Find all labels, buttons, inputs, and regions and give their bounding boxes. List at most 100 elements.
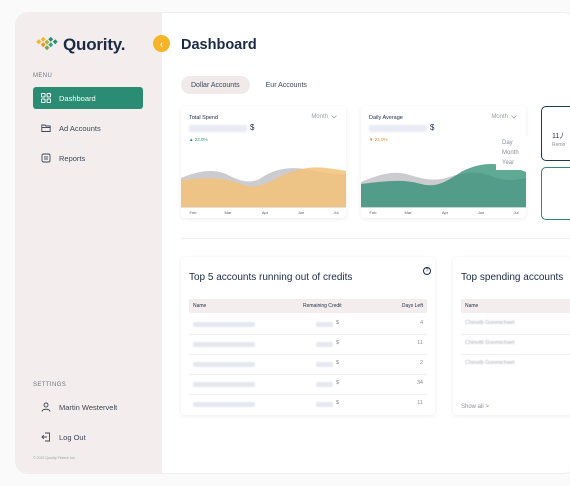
column-header-days: Days Left bbox=[401, 303, 423, 309]
collapse-sidebar-button[interactable]: ‹ bbox=[153, 35, 170, 52]
total-spend-card: Total Spend $ ▲ 22.0% Month Feb Mar Apr bbox=[181, 106, 346, 218]
column-header-name: Name bbox=[465, 303, 479, 309]
remaining-credit bbox=[316, 362, 333, 367]
daily-average-area-chart bbox=[361, 164, 526, 208]
days-left: 34 bbox=[416, 380, 423, 386]
account-name: Chinotti Goomichael bbox=[465, 320, 515, 326]
settings-section-label: SETTINGS bbox=[33, 382, 67, 388]
folder-icon bbox=[41, 123, 51, 133]
dropdown-option-month[interactable]: Month bbox=[502, 150, 519, 156]
sidebar-item-reports[interactable]: Reports bbox=[33, 147, 143, 169]
sidebar-item-logout[interactable]: Log Out bbox=[33, 426, 143, 448]
currency-symbol: $ bbox=[336, 380, 340, 386]
copyright-text: © 2022 Quority Fintech Inc. bbox=[33, 456, 76, 460]
x-tick-label: Feb bbox=[369, 210, 377, 215]
column-header-name: Name bbox=[193, 303, 207, 309]
account-name bbox=[193, 402, 255, 407]
page-title: Dashboard bbox=[181, 37, 257, 53]
document-icon bbox=[41, 153, 51, 163]
stat-label: Remo bbox=[552, 142, 566, 148]
user-icon bbox=[41, 402, 51, 412]
sidebar-item-label: Dashboard bbox=[59, 93, 96, 103]
tab-dollar-accounts[interactable]: Dollar Accounts bbox=[181, 76, 250, 94]
period-select[interactable]: Month bbox=[491, 114, 517, 120]
logout-icon bbox=[41, 432, 51, 442]
days-left: 4 bbox=[419, 320, 423, 326]
table-row[interactable]: $ 2 bbox=[189, 355, 427, 375]
x-tick-label: Jul bbox=[333, 210, 339, 215]
total-spend-value bbox=[189, 125, 247, 132]
table-row[interactable]: $ 11 bbox=[189, 395, 427, 415]
chevron-down-icon bbox=[331, 115, 337, 119]
x-axis-labels: Feb Mar Apr Jun Jul bbox=[361, 210, 526, 216]
currency-symbol: $ bbox=[336, 320, 340, 326]
card-title: Total Spend bbox=[189, 115, 219, 121]
table-header: Name bbox=[461, 299, 570, 313]
account-name bbox=[193, 322, 255, 327]
period-value: Month bbox=[491, 114, 508, 120]
table-title: Top spending accounts bbox=[461, 272, 564, 283]
sidebar-item-ad-accounts[interactable]: Ad Accounts bbox=[33, 117, 143, 139]
account-tabs: Dollar Accounts Eur Accounts bbox=[181, 76, 317, 94]
info-icon[interactable]: ? bbox=[423, 267, 431, 275]
remaining-credit bbox=[316, 382, 333, 387]
chevron-left-icon: ‹ bbox=[160, 38, 163, 49]
column-header-credit: Remaining Credit bbox=[303, 303, 342, 309]
remaining-credit bbox=[316, 342, 333, 347]
currency-symbol: $ bbox=[336, 340, 340, 346]
days-left: 11 bbox=[417, 400, 423, 406]
sidebar: Quority. MENU Dashboard bbox=[16, 13, 162, 473]
period-value: Month bbox=[311, 114, 328, 120]
days-left: 2 bbox=[419, 360, 423, 366]
remaining-credit bbox=[316, 322, 333, 327]
show-all-link[interactable]: Show all > bbox=[461, 404, 489, 410]
stat-card-secondary[interactable] bbox=[541, 167, 570, 220]
x-axis-labels: Feb Mar Apr Jun Jul bbox=[181, 210, 346, 216]
x-tick-label: Mar bbox=[224, 210, 232, 215]
user-name: Martin Westervelt bbox=[59, 402, 118, 412]
top-spending-card: Top spending accounts Name Chinotti Goom… bbox=[453, 257, 570, 415]
account-name: Chinotti Goomichael bbox=[465, 340, 515, 346]
currency-symbol: $ bbox=[336, 360, 340, 366]
sidebar-item-label: Reports bbox=[59, 153, 86, 163]
table-title: Top 5 accounts running out of credits bbox=[189, 272, 353, 283]
account-name bbox=[193, 342, 255, 347]
stat-value: 11,/ bbox=[552, 133, 564, 140]
stat-card[interactable]: 11,/ Remo bbox=[541, 106, 570, 161]
x-tick-label: Jun bbox=[297, 210, 305, 215]
chevron-down-icon bbox=[511, 115, 517, 119]
period-select[interactable]: Month bbox=[311, 114, 337, 120]
currency-symbol: $ bbox=[336, 400, 340, 406]
sidebar-item-dashboard[interactable]: Dashboard bbox=[33, 87, 143, 109]
table-row[interactable]: Chinotti Goomichael bbox=[461, 335, 570, 355]
period-dropdown-menu: Day Month Year bbox=[496, 136, 534, 170]
account-name bbox=[193, 362, 255, 367]
main-content: Dashboard Dollar Accounts Eur Accounts T… bbox=[162, 13, 570, 473]
dropdown-option-day[interactable]: Day bbox=[502, 140, 513, 146]
table-header: Name Remaining Credit Days Left bbox=[189, 299, 427, 313]
grid-icon bbox=[41, 93, 51, 103]
menu-section-label: MENU bbox=[33, 73, 53, 79]
total-spend-area-chart bbox=[181, 167, 346, 208]
table-row[interactable]: $ 4 bbox=[189, 315, 427, 335]
dropdown-option-year[interactable]: Year bbox=[502, 160, 515, 166]
quority-logo-icon bbox=[36, 37, 58, 51]
x-tick-label: Apr bbox=[441, 210, 449, 215]
app-window: Quority. MENU Dashboard bbox=[16, 13, 570, 473]
logout-label: Log Out bbox=[59, 432, 86, 442]
table-row[interactable]: Chinotti Goomichael bbox=[461, 355, 570, 375]
area-series-1 bbox=[361, 164, 526, 208]
currency-symbol: $ bbox=[250, 123, 255, 132]
logo[interactable]: Quority. bbox=[36, 35, 126, 55]
tab-eur-accounts[interactable]: Eur Accounts bbox=[265, 81, 307, 89]
app-name: Quority. bbox=[63, 35, 126, 54]
account-name: Chinotti Goomichael bbox=[465, 360, 515, 366]
sidebar-item-user[interactable]: Martin Westervelt bbox=[33, 396, 143, 418]
daily-average-value bbox=[369, 125, 427, 132]
table-row[interactable]: $ 34 bbox=[189, 375, 427, 395]
table-row[interactable]: $ 11 bbox=[189, 335, 427, 355]
table-row[interactable]: Chinotti Goomichael bbox=[461, 315, 570, 335]
currency-symbol: $ bbox=[430, 123, 435, 132]
days-left: 11 bbox=[417, 340, 423, 346]
